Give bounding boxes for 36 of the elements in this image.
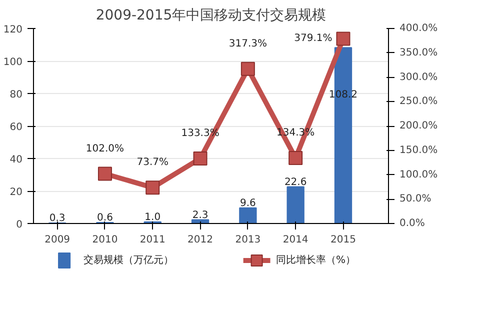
data-label: 0.6 xyxy=(97,212,113,224)
y-tick-label: 0 xyxy=(16,220,23,230)
y-tick-label: 20 xyxy=(10,187,23,198)
data-label: 22.6 xyxy=(284,176,307,188)
data-label: 0.3 xyxy=(49,213,66,224)
x-tick-label: 2012 xyxy=(188,234,214,246)
y2-tick-label: 200.0% xyxy=(400,120,438,132)
x-tick-label: 2013 xyxy=(235,234,261,246)
x-tick-label: 2014 xyxy=(282,234,308,246)
y2-tick-label: 250.0% xyxy=(400,96,438,108)
y2-tick-label: 300.0% xyxy=(400,72,438,83)
y2-tick-label: 50.0% xyxy=(400,194,432,205)
y2-tick-label: 400.0% xyxy=(400,23,438,34)
x-tick-label: 2011 xyxy=(140,234,166,246)
legend-label: 交易规模（万亿元） xyxy=(84,254,174,266)
y-tick-label: 60 xyxy=(10,122,23,133)
data-label: 1.0 xyxy=(144,212,161,223)
x-tick-label: 2010 xyxy=(92,234,118,246)
y2-tick-label: 0.0% xyxy=(400,218,425,229)
y-tick-label: 80 xyxy=(10,90,23,100)
data-label: 73.7% xyxy=(136,157,169,168)
data-label: 379.1% xyxy=(294,33,332,44)
y2-tick-label: 100.0% xyxy=(400,169,438,180)
y-tick-label: 40 xyxy=(10,154,23,166)
y-tick-label: 100 xyxy=(3,57,23,68)
data-label: 2.3 xyxy=(192,210,208,221)
y2-tick-label: 350.0% xyxy=(400,47,438,58)
x-tick-label: 2015 xyxy=(330,234,356,246)
chart-title: 2009-2015年中国移动支付交易规模 xyxy=(96,8,326,24)
y2-tick-label: 150.0% xyxy=(400,144,438,156)
data-label: 102.0% xyxy=(86,143,124,154)
data-label: 9.6 xyxy=(240,198,256,209)
data-label: 317.3% xyxy=(228,38,268,50)
x-tick-label: 2009 xyxy=(44,234,70,246)
legend-label: 同比增长率（%） xyxy=(276,254,356,266)
y-tick-label: 120 xyxy=(3,24,23,36)
